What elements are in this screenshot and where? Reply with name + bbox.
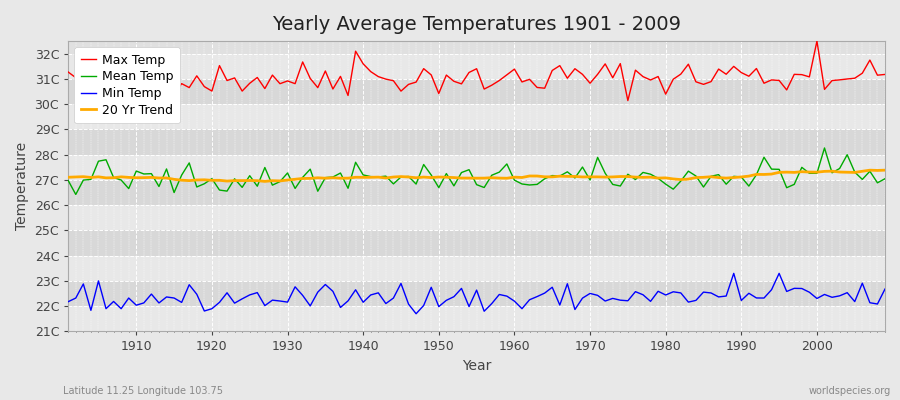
20 Yr Trend: [123, 175, 134, 180]
Max Temp: [501, 72, 512, 77]
Min Temp: [879, 287, 890, 292]
Max Temp: [123, 80, 134, 85]
20 Yr Trend: [879, 168, 890, 172]
Mean Temp: [343, 186, 354, 191]
Line: 20 Yr Trend: 20 Yr Trend: [68, 170, 885, 181]
Mean Temp: [819, 146, 830, 150]
20 Yr Trend: [517, 175, 527, 180]
20 Yr Trend: [259, 179, 270, 184]
Legend: Max Temp, Mean Temp, Min Temp, 20 Yr Trend: Max Temp, Mean Temp, Min Temp, 20 Yr Tre…: [75, 47, 180, 123]
Title: Yearly Average Temperatures 1901 - 2009: Yearly Average Temperatures 1901 - 2009: [272, 15, 681, 34]
Mean Temp: [608, 182, 618, 187]
Bar: [68, 281, 885, 306]
20 Yr Trend: [343, 176, 354, 180]
20 Yr Trend: [297, 176, 308, 181]
X-axis label: Year: Year: [462, 359, 491, 373]
20 Yr Trend: [63, 175, 74, 180]
Line: Max Temp: Max Temp: [68, 41, 885, 100]
Mean Temp: [63, 178, 74, 183]
Max Temp: [623, 98, 634, 103]
Max Temp: [879, 72, 890, 77]
Max Temp: [63, 70, 74, 74]
Max Temp: [335, 74, 346, 79]
Min Temp: [123, 296, 134, 300]
20 Yr Trend: [509, 175, 520, 180]
Min Temp: [410, 311, 421, 316]
20 Yr Trend: [608, 174, 618, 179]
Mean Temp: [297, 175, 308, 180]
Bar: [68, 230, 885, 256]
Mean Temp: [879, 176, 890, 181]
Mean Temp: [70, 192, 81, 197]
Min Temp: [509, 299, 520, 304]
Bar: [68, 306, 885, 332]
Text: Latitude 11.25 Longitude 103.75: Latitude 11.25 Longitude 103.75: [63, 386, 223, 396]
Min Temp: [335, 305, 346, 310]
Bar: [68, 79, 885, 104]
Mean Temp: [509, 178, 520, 182]
Min Temp: [290, 284, 301, 289]
Bar: [68, 130, 885, 155]
Bar: [68, 104, 885, 130]
Max Temp: [599, 62, 610, 66]
Min Temp: [728, 271, 739, 276]
Min Temp: [63, 299, 74, 304]
Max Temp: [812, 39, 823, 44]
Text: worldspecies.org: worldspecies.org: [809, 386, 891, 396]
Line: Min Temp: Min Temp: [68, 273, 885, 314]
Line: Mean Temp: Mean Temp: [68, 148, 885, 194]
Y-axis label: Temperature: Temperature: [15, 142, 29, 230]
Bar: [68, 256, 885, 281]
Bar: [68, 205, 885, 230]
Max Temp: [290, 81, 301, 86]
Max Temp: [509, 67, 520, 72]
Bar: [68, 155, 885, 180]
Mean Temp: [130, 169, 141, 174]
Min Temp: [608, 296, 618, 301]
Mean Temp: [517, 182, 527, 186]
Min Temp: [517, 306, 527, 311]
Bar: [68, 54, 885, 79]
Bar: [68, 180, 885, 205]
